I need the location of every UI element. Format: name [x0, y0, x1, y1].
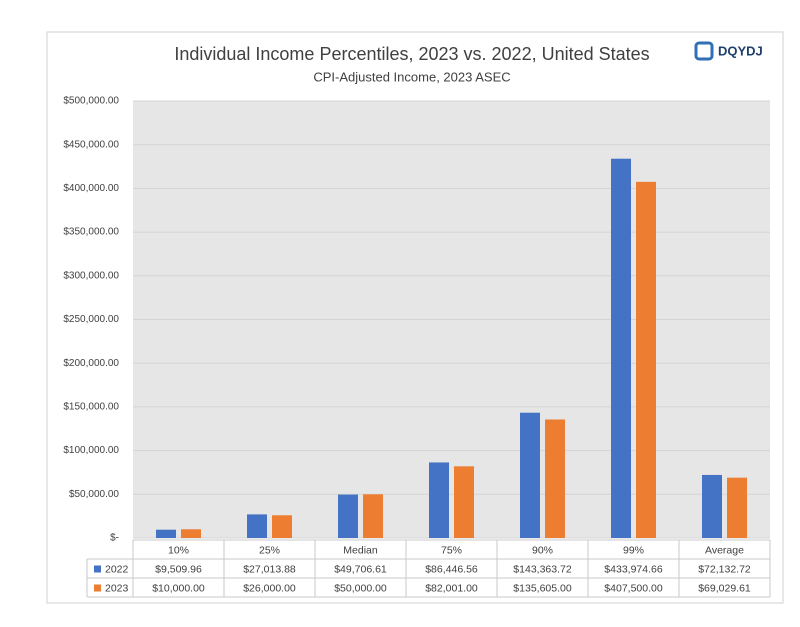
x-tick-label: 90%	[532, 544, 553, 556]
x-tick-label: Median	[343, 544, 378, 556]
y-tick-label: $250,000.00	[63, 314, 119, 325]
bar	[636, 181, 656, 538]
y-tick-label: $200,000.00	[63, 358, 119, 369]
x-tick-label: Average	[705, 544, 744, 556]
y-tick-label: $100,000.00	[63, 445, 119, 456]
x-tick-label: 75%	[441, 544, 462, 556]
bar	[520, 412, 540, 538]
bar	[454, 466, 474, 538]
chart-title: Individual Income Percentiles, 2023 vs. …	[174, 44, 649, 64]
legend-label: 2023	[105, 582, 129, 594]
table-value: $433,974.66	[604, 563, 663, 575]
y-tick-label: $-	[110, 533, 119, 544]
bar	[702, 474, 722, 538]
y-tick-label: $450,000.00	[63, 139, 119, 150]
chart-subtitle: CPI-Adjusted Income, 2023 ASEC	[313, 69, 510, 84]
table-value: $72,132.72	[698, 563, 751, 575]
y-tick-label: $50,000.00	[69, 489, 119, 500]
legend-swatch	[94, 584, 101, 592]
bar	[363, 494, 383, 538]
x-tick-label: 25%	[259, 544, 280, 556]
bar	[181, 529, 201, 538]
bar	[156, 529, 176, 538]
y-tick-label: $350,000.00	[63, 227, 119, 238]
table-value: $82,001.00	[425, 582, 478, 594]
table-value: $9,509.96	[155, 563, 202, 575]
table-value: $10,000.00	[152, 582, 205, 594]
x-tick-label: 99%	[623, 544, 644, 556]
y-tick-label: $500,000.00	[63, 96, 119, 107]
x-tick-label: 10%	[168, 544, 189, 556]
logo: DQYDJ	[694, 41, 763, 61]
table-value: $86,446.56	[425, 563, 478, 575]
table-value: $50,000.00	[334, 582, 387, 594]
bar	[611, 158, 631, 538]
y-tick-label: $400,000.00	[63, 183, 119, 194]
logo-icon	[694, 41, 714, 61]
bar	[429, 462, 449, 538]
legend-label: 2022	[105, 563, 129, 575]
bar	[727, 477, 747, 538]
bar	[545, 419, 565, 538]
logo-text: DQYDJ	[718, 43, 763, 58]
table-value: $69,029.61	[698, 582, 751, 594]
table-value: $135,605.00	[513, 582, 572, 594]
legend-swatch	[94, 565, 101, 573]
table-value: $27,013.88	[243, 563, 296, 575]
table-value: $49,706.61	[334, 563, 387, 575]
y-tick-label: $300,000.00	[63, 270, 119, 281]
bar	[247, 514, 267, 538]
table-value: $407,500.00	[604, 582, 663, 594]
bar	[272, 515, 292, 538]
table-value: $143,363.72	[513, 563, 572, 575]
y-tick-label: $150,000.00	[63, 402, 119, 413]
bar	[338, 494, 358, 538]
table-value: $26,000.00	[243, 582, 296, 594]
